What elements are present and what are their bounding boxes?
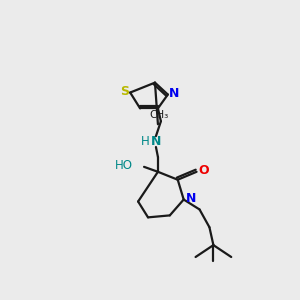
Text: N: N [151,135,161,148]
Text: HO: HO [115,159,133,172]
Text: N: N [185,192,196,205]
Text: CH₃: CH₃ [149,110,169,120]
Text: S: S [120,85,129,98]
Text: N: N [169,87,179,100]
Text: O: O [198,164,209,177]
Text: H: H [141,135,149,148]
